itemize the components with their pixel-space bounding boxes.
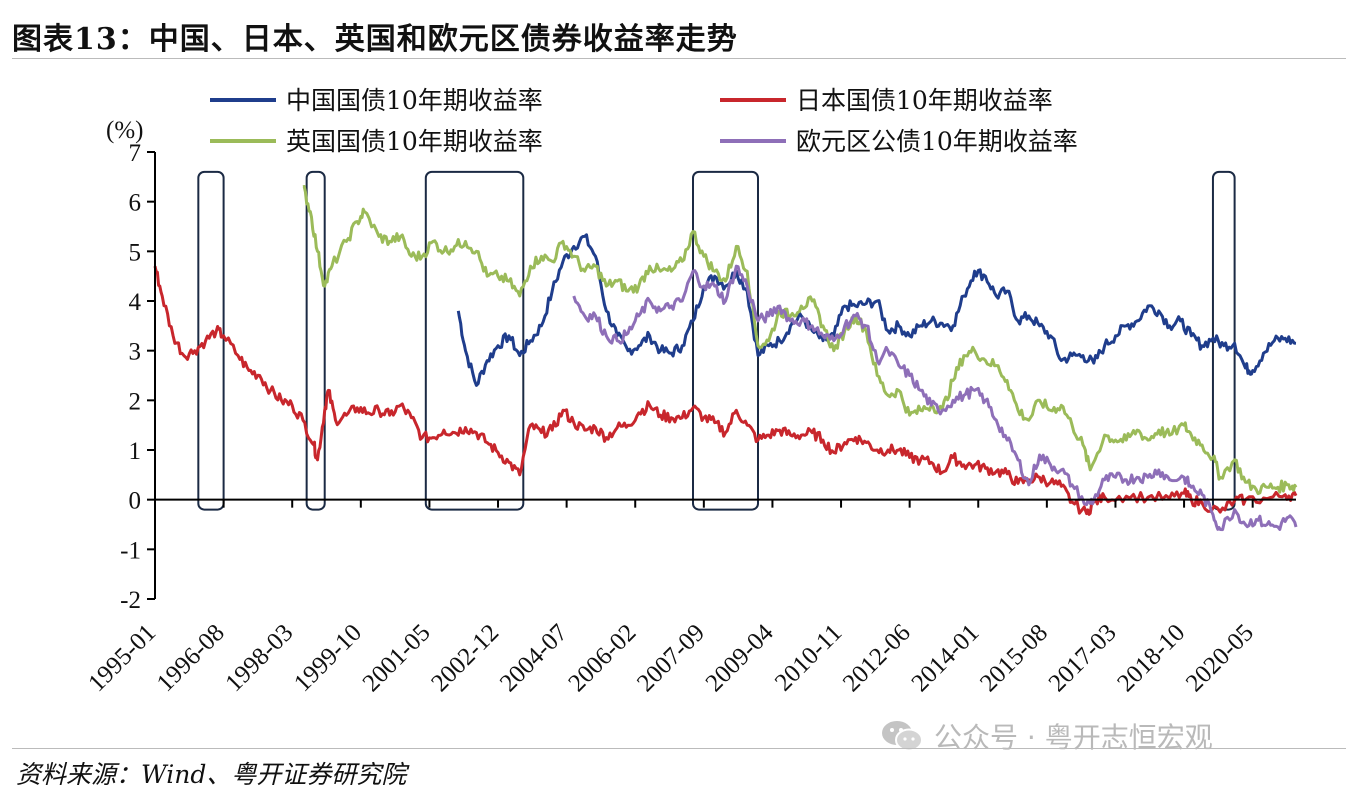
y-tick-label: 5 [129,239,142,266]
x-tick-label: 2012-06 [838,619,916,697]
series-line-2 [153,265,1298,516]
x-tick-label: 2018-10 [1112,619,1190,697]
y-tick-label: 7 [129,140,142,167]
x-tick-label: 2015-08 [975,619,1053,697]
source-note: 资料来源：Wind、粤开证券研究院 [16,760,407,789]
watermark: 公众号 · 粤开志恒宏观 [880,716,1213,756]
x-tick-label: 2014-01 [906,619,984,697]
x-tick-label: 2006-02 [563,619,641,697]
legend-label-3: 英国国债10年期收益率 [286,127,543,156]
yield-line-chart: -2 -1 0 1 2 3 4 5 6 7 1995-011996-081998-031999-10… [83,86,1298,697]
x-tick-label: 1995-01 [83,619,161,697]
y-tick-label: 4 [129,289,142,316]
watermark-text: 公众号 · 粤开志恒宏观 [934,721,1213,754]
highlight-box-2 [305,170,326,511]
x-tick-label: 2001-05 [358,619,436,697]
x-tick-label: 2017-03 [1044,619,1122,697]
y-axis-unit-label: (%) [106,117,143,144]
x-tick-label: 2004-07 [495,619,573,697]
y-tick-label: -1 [120,537,141,564]
highlight-box-3 [424,170,525,511]
series-lines [153,185,1298,532]
x-tick-label: 1998-03 [220,619,298,697]
y-tick-label: 3 [129,339,142,366]
x-tick-label: 1996-08 [152,619,230,697]
x-tick-label: 2007-09 [632,619,710,697]
y-tick-label: 0 [129,488,142,515]
x-tick-label: 1999-10 [289,619,367,697]
series-line-1 [456,233,1297,387]
title-divider [12,58,1346,59]
series-line-3 [302,185,1298,496]
y-tick-label: 2 [129,388,142,415]
legend-label-4: 欧元区公债10年期收益率 [796,127,1078,156]
legend-label-2: 日本国债10年期收益率 [796,86,1053,115]
highlight-box-4 [692,170,759,511]
source-divider [12,748,1346,749]
y-tick-label: 6 [129,190,142,217]
legend-label-1: 中国国债10年期收益率 [286,86,543,115]
x-tick-label: 2002-12 [426,619,504,697]
y-tick-label: -2 [120,587,141,614]
series-line-4 [572,264,1298,532]
chart-axes: -2 -1 0 1 2 3 4 5 6 7 1995-011996-081998-031999-10… [83,140,1296,697]
x-tick-label: 2020-05 [1181,619,1259,697]
x-tick-label: 2010-11 [770,619,847,696]
x-tick-label: 2009-04 [701,619,779,697]
figure-title: 图表13：中国、日本、英国和欧元区债券收益率走势 [12,22,738,57]
highlight-box-1 [197,170,225,511]
wechat-icon [882,721,923,752]
y-tick-label: 1 [129,438,142,465]
